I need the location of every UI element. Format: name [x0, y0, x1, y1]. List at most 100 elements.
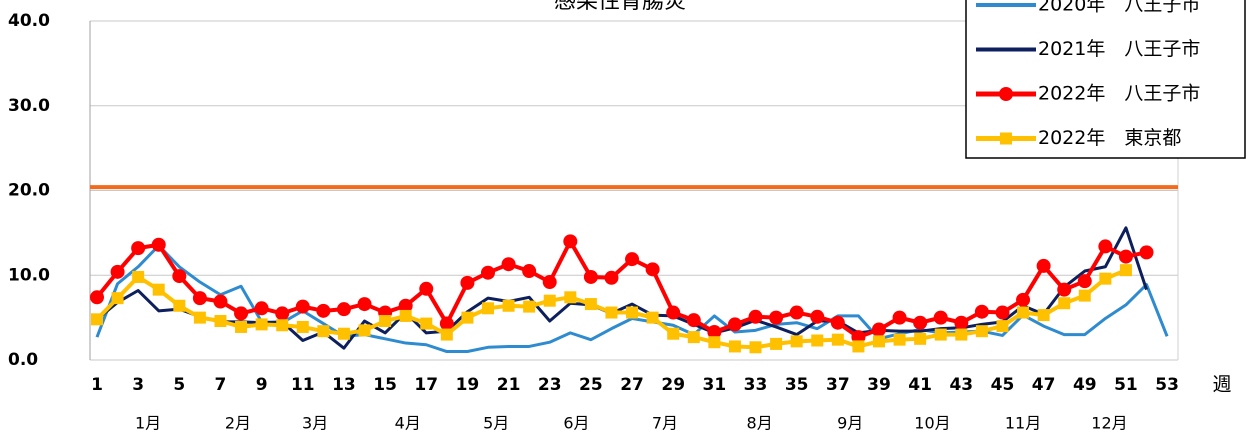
data-point: [1118, 249, 1133, 264]
series-line: [96, 226, 1148, 350]
x-tick-label: 27: [620, 375, 644, 395]
data-point: [914, 332, 927, 345]
data-point: [439, 316, 454, 331]
x-tick-label: 5: [173, 375, 185, 395]
y-tick-label: 10.0: [8, 265, 50, 285]
data-point: [830, 315, 845, 330]
y-tick-label: 40.0: [8, 11, 50, 31]
legend-box: [965, 0, 1246, 159]
x-tick-label: 3: [132, 375, 144, 395]
data-point: [132, 270, 145, 283]
data-point: [317, 325, 330, 338]
data-point: [111, 292, 124, 305]
data-point: [1057, 282, 1072, 297]
data-point: [584, 298, 597, 311]
x-tick-label: 9: [256, 375, 268, 395]
data-point: [708, 336, 721, 349]
month-label: 11月: [1005, 414, 1041, 433]
x-tick-label: 17: [414, 375, 438, 395]
data-point: [749, 341, 762, 354]
y-tick-label: 0.0: [8, 350, 38, 370]
data-point: [151, 237, 166, 252]
data-point: [1078, 289, 1091, 302]
month-label: 2月: [225, 414, 251, 433]
legend-label: 2020年 八王子市: [1038, 0, 1200, 16]
data-point: [974, 304, 989, 319]
data-point: [667, 327, 680, 340]
data-point: [789, 305, 804, 320]
data-point: [1077, 274, 1092, 289]
legend-label: 2022年 八王子市: [1038, 83, 1200, 105]
data-point: [481, 302, 494, 315]
data-point: [480, 265, 495, 280]
data-point: [275, 306, 290, 321]
data-point: [173, 299, 186, 312]
data-point: [975, 325, 988, 338]
x-tick-label: 11: [291, 375, 315, 395]
data-point: [831, 333, 844, 346]
data-point: [523, 300, 536, 313]
month-label: 12月: [1091, 414, 1127, 433]
data-point: [255, 318, 268, 331]
legend-label: 2021年 八王子市: [1038, 38, 1200, 60]
data-point: [131, 241, 146, 256]
data-point: [1036, 258, 1051, 273]
month-label: 9月: [837, 414, 863, 433]
month-label: 3月: [302, 414, 328, 433]
y-tick-label: 30.0: [8, 96, 50, 116]
data-point: [254, 301, 269, 316]
y-tick-label: 20.0: [8, 181, 50, 201]
data-point: [379, 315, 392, 328]
x-tick-label: 13: [332, 375, 356, 395]
data-point: [357, 297, 372, 312]
data-point: [933, 310, 948, 325]
x-tick-label: 21: [497, 375, 521, 395]
x-tick-label: 1: [91, 375, 103, 395]
data-point: [707, 325, 722, 340]
data-point: [1119, 264, 1132, 277]
data-point: [770, 337, 783, 350]
x-tick-label: 47: [1032, 375, 1056, 395]
data-point: [522, 264, 537, 279]
x-tick-label: 7: [215, 375, 227, 395]
data-point: [563, 234, 578, 249]
data-point: [192, 291, 207, 306]
x-tick-label: 41: [908, 375, 932, 395]
data-point: [89, 290, 104, 305]
data-point: [1058, 297, 1071, 310]
data-point: [1099, 272, 1112, 285]
data-point: [626, 306, 639, 319]
data-point: [646, 311, 659, 324]
data-point: [892, 310, 907, 325]
data-point: [728, 340, 741, 353]
data-point: [871, 322, 886, 337]
data-point: [748, 309, 763, 324]
data-point: [543, 294, 556, 307]
data-point: [193, 311, 206, 324]
data-point: [727, 317, 742, 332]
data-point: [1016, 292, 1031, 307]
data-point: [316, 303, 331, 318]
data-point: [276, 319, 289, 332]
data-point: [542, 275, 557, 290]
data-point: [235, 320, 248, 333]
data-point: [1037, 309, 1050, 322]
data-point: [1098, 239, 1113, 254]
data-point: [296, 320, 309, 333]
data-point: [1139, 245, 1154, 260]
data-point: [172, 269, 187, 284]
data-point: [995, 305, 1010, 320]
month-label: 5月: [483, 414, 509, 433]
x-tick-label: 35: [785, 375, 809, 395]
data-point: [110, 264, 125, 279]
data-point: [1017, 306, 1030, 319]
data-point: [790, 335, 803, 348]
x-tick-label: 25: [579, 375, 603, 395]
chart-title: 感染性胃腸炎: [554, 0, 686, 14]
data-point: [893, 333, 906, 346]
data-point: [625, 252, 640, 267]
legend-marker: [1000, 132, 1012, 145]
data-point: [295, 299, 310, 314]
